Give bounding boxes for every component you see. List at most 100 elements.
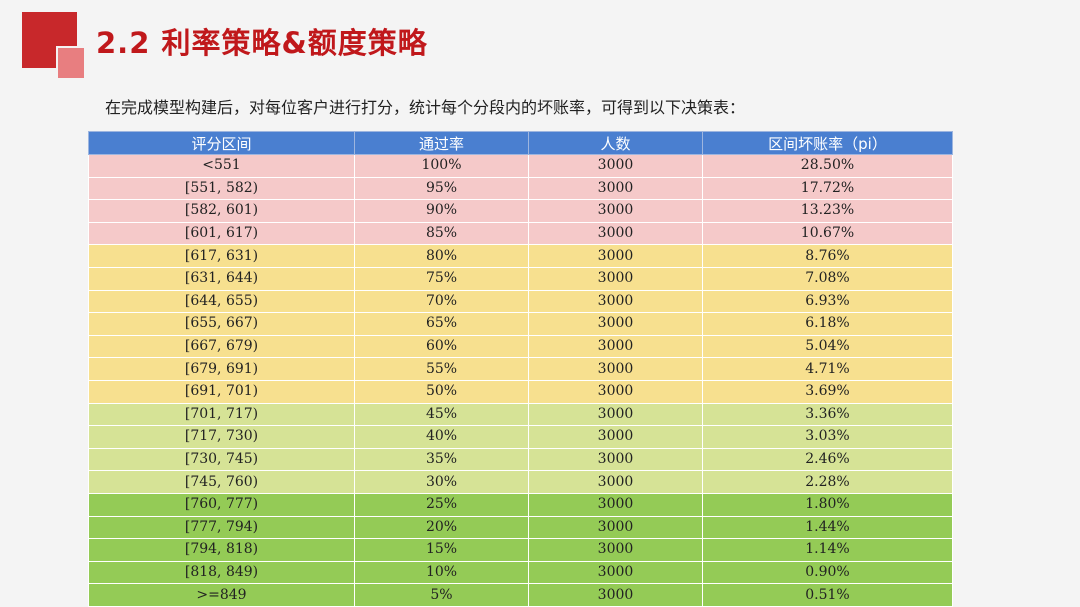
cell-bad-rate: 28.50%	[702, 154, 953, 178]
cell-score-range: [745, 760)	[88, 470, 355, 494]
table-row: [691, 701) 50% 3000 3.69%	[88, 379, 953, 404]
table-row: [601, 617) 85% 3000 10.67%	[88, 221, 953, 246]
cell-bad-rate: 3.36%	[702, 402, 953, 427]
cell-count: 3000	[528, 199, 703, 223]
cell-count: 3000	[528, 244, 703, 268]
cell-score-range: [679, 691)	[88, 357, 355, 381]
cell-score-range: [701, 717)	[88, 402, 355, 427]
cell-bad-rate: 6.93%	[702, 289, 953, 314]
cell-bad-rate: 3.03%	[702, 425, 953, 449]
cell-pass-rate: 70%	[354, 289, 529, 314]
cell-bad-rate: 5.04%	[702, 334, 953, 359]
header-bad-rate: 区间坏账率（pi）	[702, 131, 953, 155]
cell-score-range: [667, 679)	[88, 334, 355, 359]
cell-bad-rate: 6.18%	[702, 312, 953, 336]
cell-count: 3000	[528, 425, 703, 449]
cell-pass-rate: 85%	[354, 221, 529, 246]
table-row: [730, 745) 35% 3000 2.46%	[88, 447, 953, 472]
cell-pass-rate: 80%	[354, 244, 529, 268]
table-row: [701, 717) 45% 3000 3.36%	[88, 402, 953, 427]
cell-pass-rate: 15%	[354, 538, 529, 562]
cell-score-range: [631, 644)	[88, 266, 355, 291]
cell-count: 3000	[528, 538, 703, 562]
cell-bad-rate: 8.76%	[702, 244, 953, 268]
cell-pass-rate: 25%	[354, 492, 529, 517]
cell-count: 3000	[528, 583, 703, 607]
cell-bad-rate: 4.71%	[702, 357, 953, 381]
table-row: [655, 667) 65% 3000 6.18%	[88, 312, 953, 336]
cell-bad-rate: 0.51%	[702, 583, 953, 607]
table-row: >=849 5% 3000 0.51%	[88, 583, 953, 607]
cell-count: 3000	[528, 515, 703, 540]
cell-bad-rate: 13.23%	[702, 199, 953, 223]
table-body: <551 100% 3000 28.50% [551, 582) 95% 3000 17.72…	[88, 154, 953, 607]
cell-score-range: [551, 582)	[88, 176, 355, 201]
cell-pass-rate: 30%	[354, 470, 529, 494]
cell-score-range: [794, 818)	[88, 538, 355, 562]
table-row: [679, 691) 55% 3000 4.71%	[88, 357, 953, 381]
cell-score-range: [582, 601)	[88, 199, 355, 223]
cell-count: 3000	[528, 221, 703, 246]
cell-count: 3000	[528, 560, 703, 585]
cell-count: 3000	[528, 402, 703, 427]
cell-bad-rate: 10.67%	[702, 221, 953, 246]
slide-title: 2.2 利率策略&额度策略	[96, 26, 428, 60]
cell-score-range: [617, 631)	[88, 244, 355, 268]
cell-pass-rate: 95%	[354, 176, 529, 201]
cell-count: 3000	[528, 470, 703, 494]
decision-table: 评分区间 通过率 人数 区间坏账率（pi） <551 100% 3000 28.50%…	[88, 131, 953, 607]
cell-count: 3000	[528, 357, 703, 381]
cell-count: 3000	[528, 312, 703, 336]
table-row: [818, 849) 10% 3000 0.90%	[88, 560, 953, 585]
cell-bad-rate: 3.69%	[702, 379, 953, 404]
cell-bad-rate: 17.72%	[702, 176, 953, 201]
header-count: 人数	[528, 131, 703, 155]
cell-pass-rate: 20%	[354, 515, 529, 540]
title-decoration-small-square	[56, 46, 86, 80]
cell-score-range: >=849	[88, 583, 355, 607]
cell-score-range: [644, 655)	[88, 289, 355, 314]
cell-count: 3000	[528, 289, 703, 314]
cell-bad-rate: 2.46%	[702, 447, 953, 472]
header-pass-rate: 通过率	[354, 131, 529, 155]
cell-count: 3000	[528, 176, 703, 201]
cell-score-range: [691, 701)	[88, 379, 355, 404]
slide-subtitle: 在完成模型构建后，对每位客户进行打分，统计每个分段内的坏账率，可得到以下决策表：	[105, 98, 746, 117]
table-row: [582, 601) 90% 3000 13.23%	[88, 199, 953, 223]
header-score-range: 评分区间	[88, 131, 355, 155]
cell-pass-rate: 55%	[354, 357, 529, 381]
table-row: [667, 679) 60% 3000 5.04%	[88, 334, 953, 359]
cell-bad-rate: 1.14%	[702, 538, 953, 562]
cell-score-range: [730, 745)	[88, 447, 355, 472]
cell-pass-rate: 50%	[354, 379, 529, 404]
table-header-row: 评分区间 通过率 人数 区间坏账率（pi）	[88, 131, 953, 155]
cell-score-range: [655, 667)	[88, 312, 355, 336]
cell-count: 3000	[528, 266, 703, 291]
cell-pass-rate: 100%	[354, 154, 529, 178]
cell-bad-rate: 7.08%	[702, 266, 953, 291]
cell-bad-rate: 2.28%	[702, 470, 953, 494]
cell-pass-rate: 40%	[354, 425, 529, 449]
cell-pass-rate: 10%	[354, 560, 529, 585]
table-row: [794, 818) 15% 3000 1.14%	[88, 538, 953, 562]
cell-score-range: [717, 730)	[88, 425, 355, 449]
cell-pass-rate: 5%	[354, 583, 529, 607]
cell-score-range: <551	[88, 154, 355, 178]
cell-score-range: [818, 849)	[88, 560, 355, 585]
cell-score-range: [760, 777)	[88, 492, 355, 517]
table-row: [617, 631) 80% 3000 8.76%	[88, 244, 953, 268]
cell-count: 3000	[528, 492, 703, 517]
cell-bad-rate: 1.44%	[702, 515, 953, 540]
cell-pass-rate: 65%	[354, 312, 529, 336]
cell-bad-rate: 0.90%	[702, 560, 953, 585]
table-row: [551, 582) 95% 3000 17.72%	[88, 176, 953, 201]
cell-pass-rate: 90%	[354, 199, 529, 223]
table-row: [631, 644) 75% 3000 7.08%	[88, 266, 953, 291]
table-row: [745, 760) 30% 3000 2.28%	[88, 470, 953, 494]
cell-count: 3000	[528, 447, 703, 472]
cell-count: 3000	[528, 379, 703, 404]
cell-pass-rate: 60%	[354, 334, 529, 359]
table-row: [777, 794) 20% 3000 1.44%	[88, 515, 953, 540]
table-row: [717, 730) 40% 3000 3.03%	[88, 425, 953, 449]
cell-count: 3000	[528, 334, 703, 359]
